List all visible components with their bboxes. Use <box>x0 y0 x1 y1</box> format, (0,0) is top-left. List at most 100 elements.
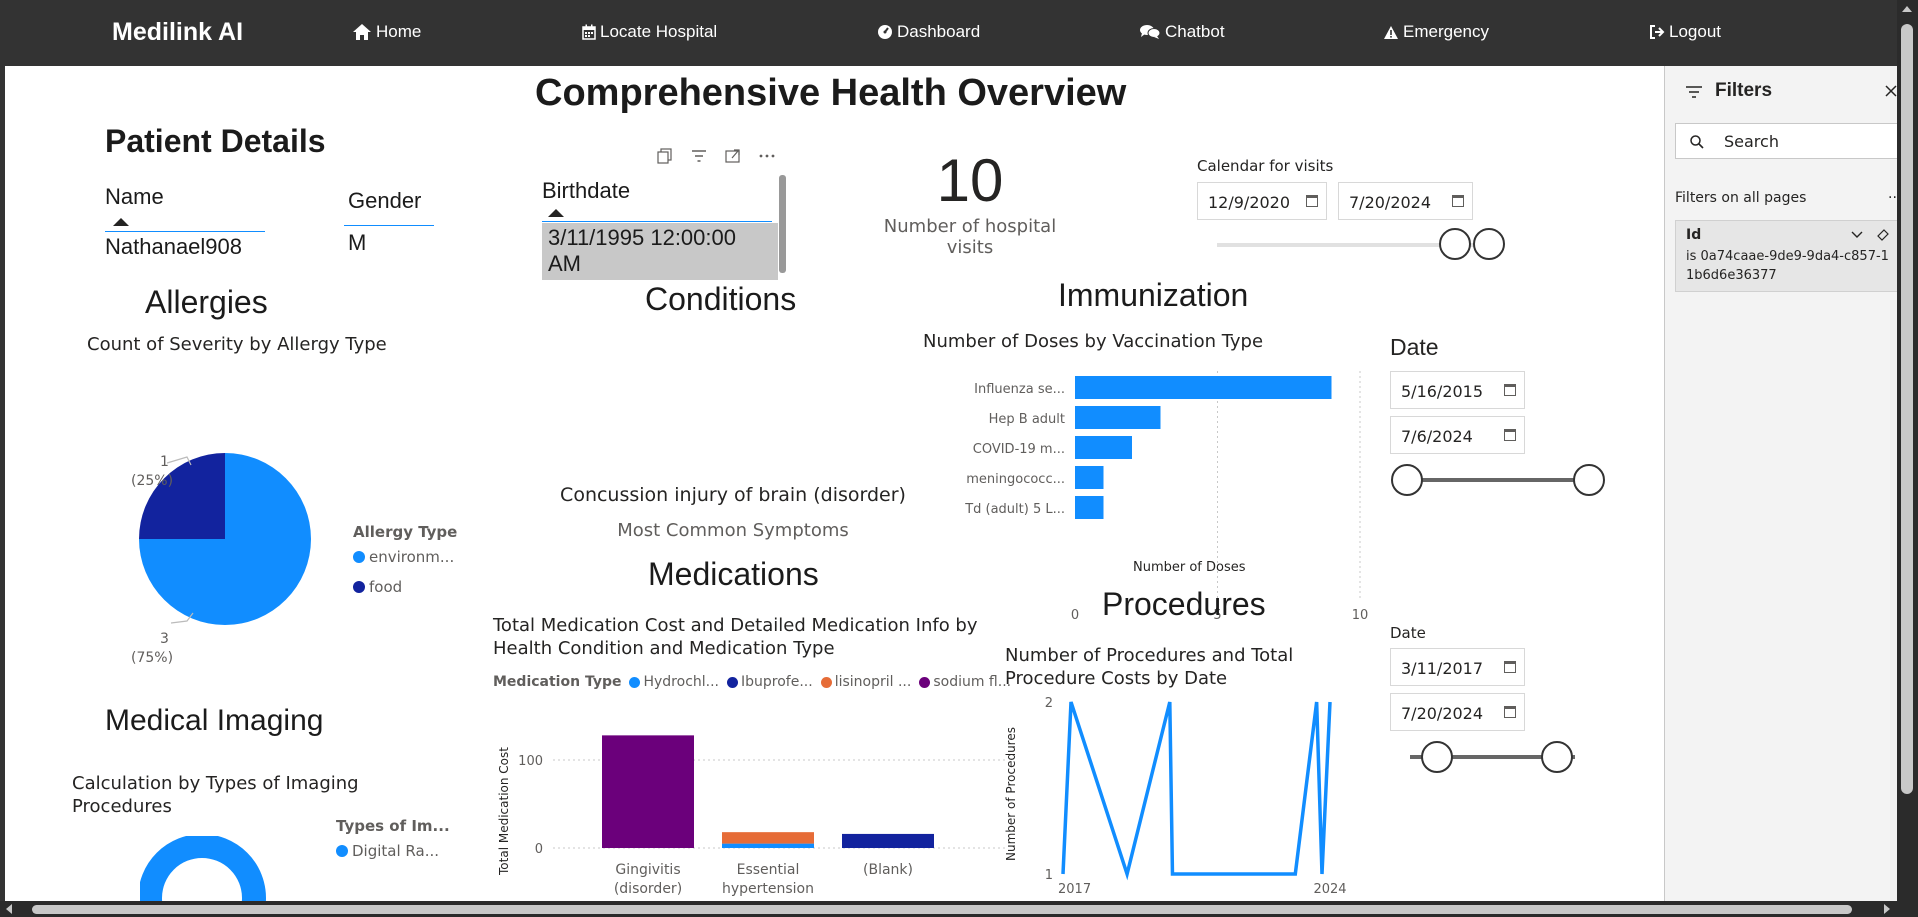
medication-legend-item[interactable]: lisinopril ... <box>820 674 911 690</box>
visits-start-date[interactable]: 12/9/2020 <box>1197 182 1327 220</box>
immunization-end-date[interactable]: 7/6/2024 <box>1390 416 1525 454</box>
procedures-start-date[interactable]: 3/11/2017 <box>1390 648 1525 686</box>
immunization-end-date-value: 7/6/2024 <box>1401 427 1473 446</box>
nav-emergency[interactable]: Emergency <box>1383 22 1489 42</box>
filters-pane: Filters Search Filters on all pages ... … <box>1664 66 1901 901</box>
pie-slice-food[interactable] <box>139 453 225 539</box>
allergy-legend-title: Allergy Type <box>353 523 458 541</box>
y-axis-title: Total Medication Cost <box>497 747 511 876</box>
nav-home[interactable]: Home <box>352 22 421 42</box>
x-tick-label: 10 <box>1352 608 1369 623</box>
immunization-slider-track[interactable] <box>1405 478 1595 482</box>
imaging-legend-title: Types of Im... <box>336 817 450 835</box>
nav-chatbot-label: Chatbot <box>1165 22 1225 41</box>
calendar-icon[interactable] <box>1504 661 1516 673</box>
nav-logout[interactable]: Logout <box>1649 22 1721 42</box>
procedures-series-line[interactable] <box>1061 701 1332 881</box>
visits-slider-track[interactable] <box>1217 243 1475 247</box>
imaging-legend-item[interactable]: Digital Ra... <box>336 842 439 860</box>
visual-header-toolbar <box>657 146 777 166</box>
chevron-down-icon[interactable] <box>1851 231 1863 239</box>
nav-locate-hospital[interactable]: Locate Hospital <box>582 22 717 42</box>
horizontal-scrollbar-thumb[interactable] <box>32 905 1852 914</box>
medication-legend-item[interactable]: sodium fl... <box>919 674 1011 690</box>
warning-icon <box>1384 25 1398 39</box>
legend-dot-icon <box>629 676 641 688</box>
legend-label: sodium fl... <box>933 674 1012 690</box>
legend-dot-icon <box>353 581 365 593</box>
eraser-icon[interactable] <box>1876 228 1890 242</box>
table-scrollbar[interactable] <box>779 175 786 273</box>
medication-legend-item[interactable]: Ibuprofe... <box>727 674 813 690</box>
brand-logo[interactable]: Medilink AI <box>112 18 244 46</box>
bar[interactable] <box>1075 436 1132 459</box>
immunization-heading: Immunization <box>1058 277 1249 313</box>
procedures-slider-start-handle[interactable] <box>1421 741 1453 773</box>
calendar-icon[interactable] <box>1504 706 1516 718</box>
nav-locate-hospital-label: Locate Hospital <box>600 22 718 41</box>
calendar-icon[interactable] <box>1452 195 1464 207</box>
nav-chatbot[interactable]: Chatbot <box>1139 22 1225 42</box>
more-options-icon[interactable] <box>759 148 775 164</box>
vertical-scrollbar-thumb[interactable] <box>1901 24 1913 794</box>
sort-ascending-icon[interactable] <box>548 209 564 219</box>
medication-legend-item[interactable]: Hydrochl... <box>629 674 719 690</box>
stacked-bar-segment[interactable] <box>602 735 694 848</box>
visits-slider-start-handle[interactable] <box>1439 228 1471 260</box>
filter-card-id[interactable]: Id is 0a74caae-9de9-9da4-c857-11b6d6e363… <box>1675 220 1898 292</box>
stacked-bar-segment[interactable] <box>722 843 814 848</box>
gender-header[interactable]: Gender <box>348 188 422 213</box>
filters-search-input[interactable]: Search <box>1675 123 1898 159</box>
visits-end-date[interactable]: 7/20/2024 <box>1338 182 1473 220</box>
procedures-slider-end-handle[interactable] <box>1541 741 1573 773</box>
y-category-label: meningococc... <box>966 472 1065 487</box>
legend-dot-icon <box>727 676 739 688</box>
imaging-chart-title-line1: Calculation by Types of Imaging <box>72 773 359 794</box>
x-tick-label: 2017 <box>1058 882 1091 897</box>
copy-icon[interactable] <box>657 148 673 164</box>
filters-search-placeholder: Search <box>1724 132 1779 151</box>
scroll-up-icon[interactable] <box>1902 4 1912 14</box>
immunization-start-date[interactable]: 5/16/2015 <box>1390 371 1525 409</box>
nav-emergency-label: Emergency <box>1403 22 1489 41</box>
y-tick-label: 1 <box>1045 868 1053 883</box>
bar[interactable] <box>1075 406 1161 429</box>
allergy-legend-item-environmental[interactable]: environm... <box>353 548 454 566</box>
sort-ascending-icon[interactable] <box>113 218 129 228</box>
birthdate-header[interactable]: Birthdate <box>542 178 631 203</box>
stacked-bar-segment[interactable] <box>842 833 934 848</box>
procedures-end-date[interactable]: 7/20/2024 <box>1390 693 1525 731</box>
gender-header-divider <box>344 225 434 226</box>
x-tick-label: 5 <box>1213 608 1221 623</box>
name-header[interactable]: Name <box>105 184 164 209</box>
scroll-left-icon[interactable] <box>4 904 14 914</box>
scroll-right-icon[interactable] <box>1882 904 1892 914</box>
allergies-heading: Allergies <box>145 284 268 320</box>
bar[interactable] <box>1075 496 1104 519</box>
gender-column: Gender M <box>344 188 438 255</box>
calendar-icon[interactable] <box>1306 195 1318 207</box>
y-category-label: COVID-19 m... <box>973 442 1065 457</box>
name-header-divider <box>105 231 265 232</box>
procedures-chart-title-line1: Number of Procedures and Total <box>1005 645 1294 666</box>
calendar-icon[interactable] <box>1504 384 1516 396</box>
filter-icon[interactable] <box>691 148 707 164</box>
logout-icon <box>1650 25 1665 39</box>
visits-slider-end-handle[interactable] <box>1473 228 1505 260</box>
immunization-slider-end-handle[interactable] <box>1573 464 1605 496</box>
calendar-icon[interactable] <box>1504 429 1516 441</box>
close-icon[interactable] <box>1885 85 1897 97</box>
procedures-slider-track[interactable] <box>1410 755 1575 759</box>
immunization-slider-start-handle[interactable] <box>1391 464 1423 496</box>
nav-dashboard[interactable]: Dashboard <box>877 22 980 42</box>
bar[interactable] <box>1075 376 1332 399</box>
allergy-legend-item-food[interactable]: food <box>353 578 402 596</box>
stacked-bar-segment[interactable] <box>722 832 814 844</box>
birthdate-header-divider <box>542 221 772 222</box>
calendar-icon <box>582 24 596 40</box>
donut-slice-digital-radiography[interactable] <box>140 836 266 901</box>
bar[interactable] <box>1075 466 1104 489</box>
focus-mode-icon[interactable] <box>725 148 741 164</box>
x-category-label: (Blank) <box>863 862 913 878</box>
procedures-heading: Procedures <box>1102 586 1266 622</box>
